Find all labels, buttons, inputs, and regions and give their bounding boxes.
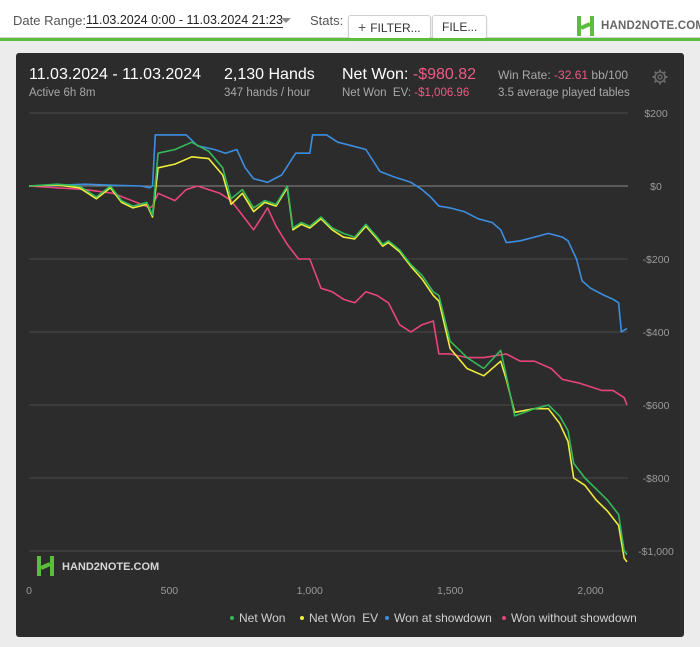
brand-text: HAND2NOTE.COM: [601, 20, 700, 32]
net-won-ev-label: Net Won EV:: [342, 87, 412, 99]
x-tick-label: 500: [161, 585, 179, 597]
y-tick-label: $0: [650, 181, 662, 193]
watermark-text: HAND2NOTE.COM: [62, 561, 160, 573]
hands-rate: 347 hands / hour: [224, 87, 311, 99]
win-rate-unit: bb/100: [591, 68, 629, 82]
graph-panel: 11.03.2024 - 11.03.2024 Active 6h 8m 2,1…: [16, 53, 684, 637]
brand-logo: HAND2NOTE.COM: [576, 15, 700, 37]
hand2note-logo: [37, 556, 54, 576]
win-rate-stat: Win Rate: -32.61 bb/100: [498, 68, 628, 82]
y-tick-label: $200: [644, 108, 668, 120]
x-tick-label: 0: [26, 585, 32, 597]
legend-won-at-showdown[interactable]: Won at showdown: [385, 611, 492, 625]
y-tick-label: -$600: [643, 400, 670, 412]
net-won-stat: Net Won: -$980.82: [342, 66, 476, 84]
chart-area: $200 $0 -$200 -$400 -$600 -$800 -$1,000 0 500 1,…: [26, 108, 674, 597]
hand2note-logo: [577, 16, 594, 36]
date-range-label: Date Range:: [13, 13, 86, 28]
legend-won-without-showdown[interactable]: Won without showdown: [502, 611, 637, 625]
series-won-at-showdown: [28, 134, 628, 333]
series-won-without-showdown: [28, 185, 628, 406]
hands-count: 2,130 Hands: [224, 66, 315, 83]
legend-label: Won without showdown: [511, 611, 637, 625]
net-won-ev-value: -$1,006.96: [414, 87, 470, 99]
stats-label: Stats:: [310, 13, 344, 28]
chevron-down-icon[interactable]: [281, 18, 291, 23]
legend-net-won-ev[interactable]: Net Won EV: [300, 611, 378, 625]
filter-button-label: FILTER...: [370, 21, 421, 35]
net-won-value: -$980.82: [412, 66, 477, 83]
series-net-won-ev: [28, 156, 628, 563]
file-button-label: FILE...: [442, 20, 478, 34]
series-net-won: [28, 141, 628, 556]
gear-icon[interactable]: [652, 69, 668, 85]
file-button[interactable]: FILE...: [432, 15, 488, 39]
win-rate-label: Win Rate:: [498, 68, 551, 82]
date-span: 11.03.2024 - 11.03.2024: [29, 66, 201, 83]
watermark: HAND2NOTE.COM: [36, 555, 159, 582]
y-tick-label: -$1,000: [638, 546, 674, 558]
net-won-ev-stat: Net Won EV: -$1,006.96: [342, 87, 469, 99]
legend-marker: [300, 615, 304, 620]
legend-label: Net Won EV: [309, 611, 379, 625]
x-tick-label: 1,500: [437, 585, 463, 597]
filter-button[interactable]: + FILTER...: [348, 15, 431, 39]
legend-marker: [385, 615, 389, 620]
x-tick-label: 1,000: [297, 585, 323, 597]
legend-label: Won at showdown: [394, 611, 492, 625]
chart-lines: [28, 134, 628, 563]
date-range-select[interactable]: 11.03.2024 0:00 - 11.03.2024 21:23: [86, 13, 283, 28]
y-tick-label: -$200: [643, 254, 670, 266]
y-tick-label: -$400: [643, 327, 670, 339]
x-axis: 0 500 1,000 1,500 2,000: [26, 585, 604, 597]
legend-net-won[interactable]: Net Won: [230, 611, 285, 625]
y-axis: $200 $0 -$200 -$400 -$600 -$800 -$1,000: [638, 108, 674, 558]
legend-marker: [230, 615, 234, 620]
chart-grid: [29, 112, 628, 552]
avg-tables: 3.5 average played tables: [498, 87, 630, 99]
net-won-label: Net Won:: [342, 66, 409, 83]
active-time: Active 6h 8m: [29, 87, 96, 99]
win-rate-value: -32.61: [554, 68, 589, 82]
y-tick-label: -$800: [643, 473, 670, 485]
toolbar: Date Range: 11.03.2024 0:00 - 11.03.2024…: [0, 0, 700, 39]
plus-icon: +: [358, 19, 367, 35]
legend-marker: [502, 615, 506, 620]
legend-label: Net Won: [239, 611, 286, 625]
x-tick-label: 2,000: [577, 585, 603, 597]
accent-line: [0, 38, 700, 41]
